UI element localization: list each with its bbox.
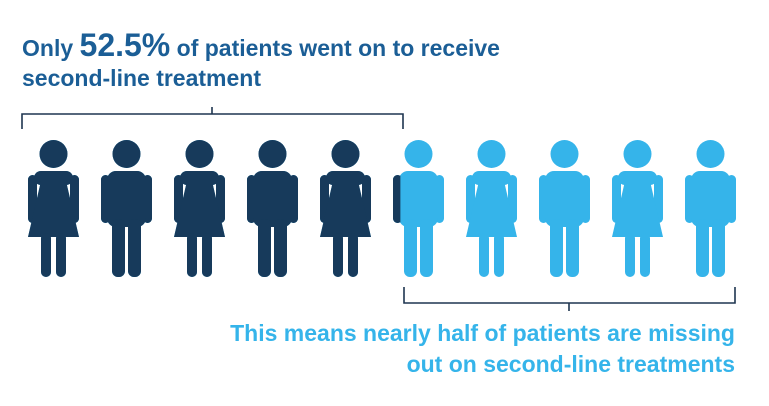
person-man-icon bbox=[539, 140, 590, 277]
person-man-icon bbox=[101, 140, 152, 277]
footnote: This means nearly half of patients are m… bbox=[175, 318, 735, 380]
footnote-line-2: out on second-line treatments bbox=[406, 351, 735, 377]
bottom-bracket bbox=[403, 287, 736, 311]
person-woman-icon bbox=[466, 140, 517, 277]
headline-prefix: Only bbox=[22, 35, 80, 61]
person-man-icon bbox=[393, 140, 444, 277]
people-row bbox=[17, 137, 747, 279]
headline-percentage: 52.5% bbox=[79, 27, 171, 63]
top-bracket bbox=[21, 107, 404, 129]
person-woman-icon bbox=[28, 140, 79, 277]
headline: Only 52.5% of patients went on to receiv… bbox=[22, 27, 500, 93]
person-man-icon bbox=[685, 140, 736, 277]
person-woman-icon bbox=[174, 140, 225, 277]
person-man-icon bbox=[247, 140, 298, 277]
person-woman-icon bbox=[320, 140, 371, 277]
footnote-line-1: This means nearly half of patients are m… bbox=[230, 320, 735, 346]
person-woman-icon bbox=[612, 140, 663, 277]
headline-suffix: of patients went on to receive bbox=[170, 35, 500, 61]
headline-line-2: second-line treatment bbox=[22, 65, 261, 91]
headline-line-1: Only 52.5% of patients went on to receiv… bbox=[22, 27, 500, 63]
